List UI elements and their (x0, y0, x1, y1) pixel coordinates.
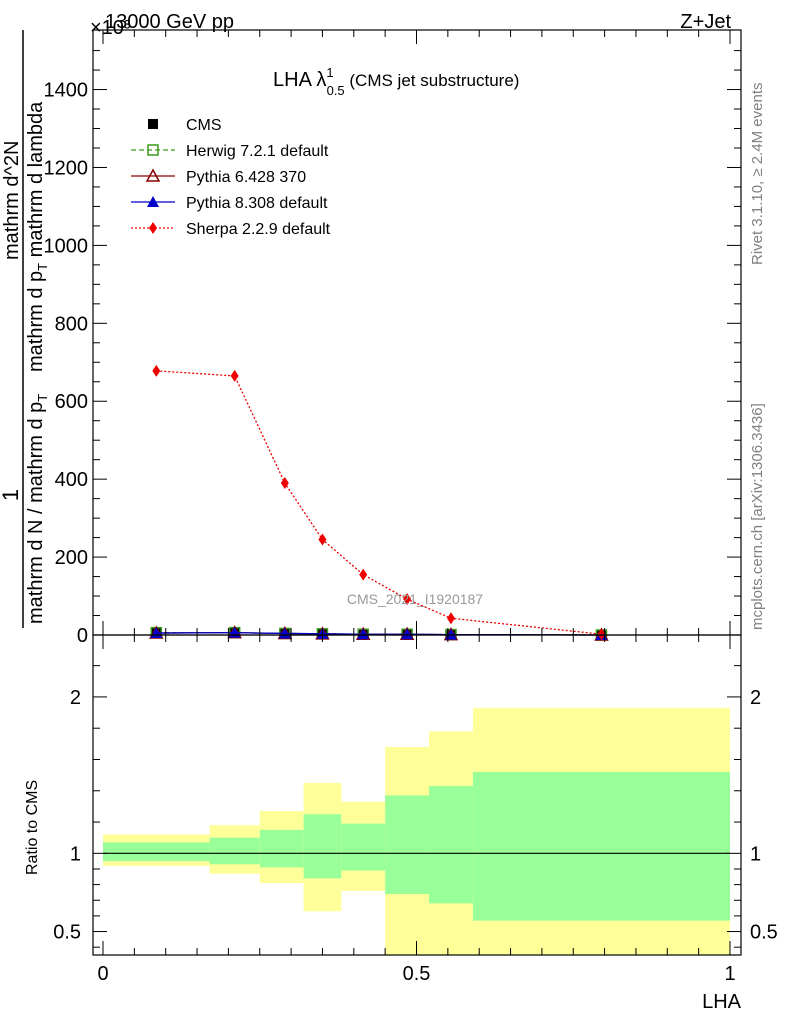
energy-label: 13000 GeV pp (105, 11, 234, 33)
main-ytick-label: 0 (77, 625, 88, 647)
ratio-band-inner (385, 795, 430, 894)
ratio-xtick-label: 0 (97, 963, 108, 985)
ratio-ytick-label-right: 2 (750, 687, 761, 709)
point-sherpa-2-2-9-default (280, 477, 289, 490)
legend-marker-herwig-7-2-1-default (147, 144, 159, 156)
ratio-xtick-label: 1 (724, 963, 735, 985)
plot-frames: 0 200 400 600 800 1000 1200 1400 0 0.5 1 0.5 0.5 1 1 2 2 (44, 29, 778, 985)
legend: CMS Herwig 7.2.1 default Pythia 6.428 370 P… (131, 117, 331, 238)
legend-label-pythia-8-308-default: Pythia 8.308 default (186, 195, 328, 212)
ratio-band-inner (303, 814, 342, 879)
point-pythia-8-308-default (357, 628, 370, 640)
legend-marker-sherpa-2-2-9-default (149, 222, 157, 234)
ratio-ytick-label-right: 1 (750, 843, 761, 865)
point-pythia-8-308-default (401, 628, 414, 640)
exponent-label: ×10³ (90, 17, 131, 39)
ratio-band-inner (472, 772, 730, 921)
main-ylabel: 1 mathrm d N / mathrm d pT mathrm d^2N m… (0, 30, 50, 628)
main-ytick-label: 600 (55, 391, 88, 413)
ratio-ytick-label: 2 (70, 687, 81, 709)
main-ytick-label: 1000 (44, 235, 89, 257)
legend-label-sherpa-2-2-9-default: Sherpa 2.2.9 default (186, 221, 331, 238)
legend-label-cms: CMS (186, 117, 222, 134)
main-ytick-label: 400 (55, 469, 88, 491)
ratio-ytick-label-right: 0.5 (750, 922, 778, 944)
legend-marker-cms (148, 119, 158, 129)
rivet-label: Rivet 3.1.10, ≥ 2.4M events (749, 83, 766, 266)
ratio-band-inner (341, 823, 386, 871)
ylabel-numerator: 1 (0, 489, 23, 501)
xlabel: LHA (702, 991, 742, 1013)
point-sherpa-2-2-9-default (152, 364, 161, 377)
ratio-plot-area (103, 707, 730, 955)
point-sherpa-2-2-9-default (230, 369, 239, 382)
ratio-band-inner (259, 829, 304, 868)
point-sherpa-2-2-9-default (597, 628, 606, 641)
ylabel-line2: mathrm d^2N (1, 141, 23, 260)
title-sup: 1 (326, 65, 333, 80)
ratio-ylabel: Ratio to CMS (24, 780, 41, 875)
point-pythia-8-308-default (278, 627, 291, 639)
series-line-sherpa-2-2-9-default (156, 370, 602, 635)
point-sherpa-2-2-9-default (446, 612, 455, 625)
title-sub: 0.5 (327, 83, 345, 98)
process-label: Z+Jet (680, 11, 731, 33)
title-main: LHA λ (273, 69, 326, 91)
main-ytick-label: 1400 (44, 80, 89, 102)
main-ytick-label: 1200 (44, 157, 89, 179)
mcplots-label: mcplots.cern.ch [arXiv:1306.3436] (749, 403, 766, 630)
point-sherpa-2-2-9-default (403, 593, 412, 606)
legend-label-pythia-6-428-370: Pythia 6.428 370 (186, 169, 306, 186)
ylabel-line1: mathrm d N / mathrm d pT (25, 394, 50, 624)
ratio-band-inner (209, 837, 260, 865)
ratio-band-inner (103, 842, 210, 862)
main-plot-title: LHA λ1 0.5 (CMS jet substructure) (273, 65, 519, 98)
ylabel-line3: mathrm d pT mathrm d lambda (25, 101, 50, 372)
main-ytick-label: 200 (55, 547, 88, 569)
ratio-band-inner (429, 786, 473, 904)
ratio-xtick-label: 0.5 (403, 963, 431, 985)
title-suffix: (CMS jet substructure) (345, 71, 520, 90)
point-sherpa-2-2-9-default (318, 533, 327, 546)
main-ytick-label: 800 (55, 313, 88, 335)
legend-label-herwig-7-2-1-default: Herwig 7.2.1 default (186, 143, 329, 160)
ratio-ytick-label: 1 (70, 843, 81, 865)
legend-marker-pythia-8-308-default (147, 196, 159, 207)
point-sherpa-2-2-9-default (359, 568, 368, 581)
legend-marker-pythia-6-428-370 (145, 168, 161, 182)
ratio-ytick-label: 0.5 (53, 922, 81, 944)
watermark-label: CMS_2021_I1920187 (347, 591, 483, 607)
